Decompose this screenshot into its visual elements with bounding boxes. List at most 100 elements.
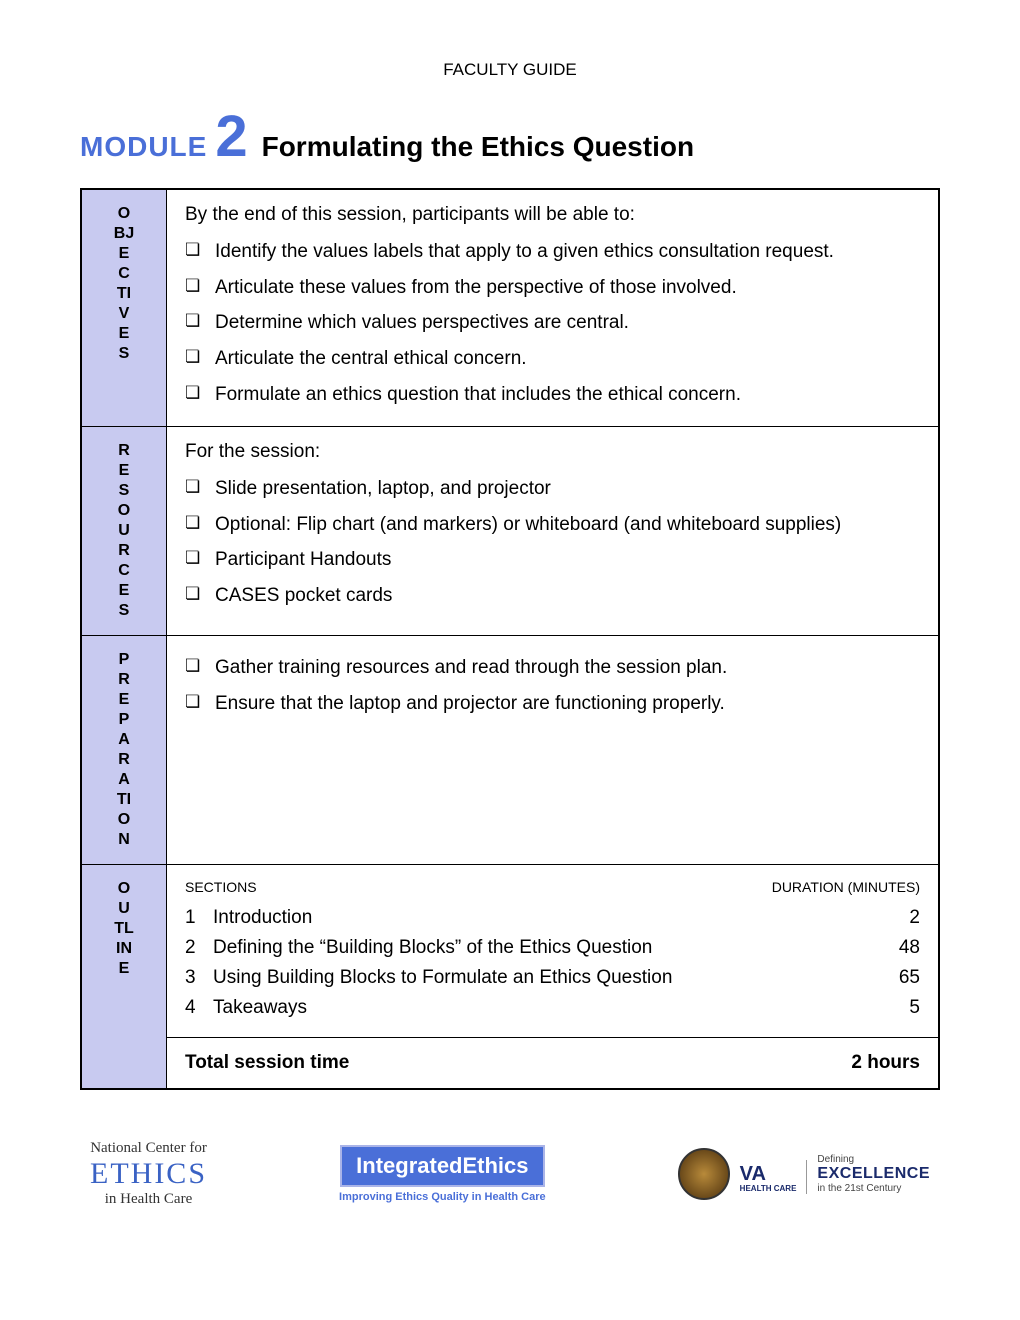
side-letter: E (100, 244, 148, 264)
objectives-intro: By the end of this session, participants… (185, 204, 920, 226)
va-logo: VA HEALTH CARE Defining EXCELLENCE in th… (678, 1148, 930, 1200)
side-letter: TI (100, 284, 148, 304)
outline-num: 4 (185, 997, 213, 1019)
checklist-item: CASES pocket cards (185, 578, 920, 614)
va-healthcare-text: HEALTH CARE (740, 1185, 797, 1194)
outline-num: 1 (185, 907, 213, 929)
objectives-list: Identify the values labels that apply to… (185, 234, 920, 412)
ethics-logo-top: National Center for (90, 1140, 207, 1157)
module-label: MODULE (80, 131, 207, 163)
checklist-item: Determine which values perspectives are … (185, 305, 920, 341)
va-century-text: in the 21st Century (817, 1183, 930, 1194)
outline-label: Defining the “Building Blocks” of the Et… (213, 937, 860, 959)
side-outline: OUTLINE (81, 865, 167, 1090)
outline-row: 4Takeaways5 (185, 993, 920, 1023)
outline-content: SECTIONS DURATION (MINUTES) 1Introductio… (167, 865, 940, 1038)
resources-list: Slide presentation, laptop, and projecto… (185, 471, 920, 614)
side-letter: E (100, 324, 148, 344)
outline-duration: 2 (860, 907, 920, 929)
checklist-item: Participant Handouts (185, 542, 920, 578)
resources-intro: For the session: (185, 441, 920, 463)
side-letter: E (100, 690, 148, 710)
va-divider (806, 1160, 807, 1194)
side-preparation: PREPARATION (81, 636, 167, 865)
integrated-ethics-main: IntegratedEthics (340, 1145, 544, 1187)
side-letter: U (100, 899, 148, 919)
ethics-logo-mid: ETHICS (90, 1157, 207, 1191)
checklist-item: Ensure that the laptop and projector are… (185, 686, 920, 722)
checklist-item: Formulate an ethics question that includ… (185, 377, 920, 413)
va-excellence-text: EXCELLENCE (817, 1165, 930, 1183)
va-text: VA (740, 1163, 797, 1185)
page-header: FACULTY GUIDE (80, 60, 940, 80)
side-letter: A (100, 770, 148, 790)
integrated-ethics-logo: IntegratedEthics Improving Ethics Qualit… (339, 1145, 546, 1203)
side-letter: C (100, 264, 148, 284)
module-number: 2 (215, 108, 247, 166)
side-letter: S (100, 601, 148, 621)
footer-logos: National Center for ETHICS in Health Car… (80, 1140, 940, 1208)
outline-header-duration: DURATION (MINUTES) (772, 879, 920, 895)
outline-header-sections: SECTIONS (185, 879, 257, 895)
side-letter: O (100, 204, 148, 224)
outline-row: 3Using Building Blocks to Formulate an E… (185, 963, 920, 993)
outline-rows: 1Introduction22Defining the “Building Bl… (185, 903, 920, 1023)
outline-num: 2 (185, 937, 213, 959)
total-label: Total session time (185, 1052, 349, 1074)
checklist-item: Articulate the central ethical concern. (185, 341, 920, 377)
side-letter: C (100, 561, 148, 581)
side-letter: R (100, 670, 148, 690)
checklist-item: Identify the values labels that apply to… (185, 234, 920, 270)
side-letter: TL (100, 919, 148, 939)
side-letter: O (100, 810, 148, 830)
preparation-list: Gather training resources and read throu… (185, 650, 920, 721)
ethics-logo: National Center for ETHICS in Health Car… (90, 1140, 207, 1208)
outline-label: Using Building Blocks to Formulate an Et… (213, 967, 860, 989)
va-defining-text: Defining (817, 1154, 930, 1165)
outline-label: Introduction (213, 907, 860, 929)
integrated-ethics-sub: Improving Ethics Quality in Health Care (339, 1191, 546, 1203)
outline-label: Takeaways (213, 997, 860, 1019)
side-letter: P (100, 650, 148, 670)
side-letter: E (100, 461, 148, 481)
module-title: Formulating the Ethics Question (262, 131, 694, 163)
side-letter: V (100, 304, 148, 324)
checklist-item: Articulate these values from the perspec… (185, 270, 920, 306)
va-seal-icon (678, 1148, 730, 1200)
outline-duration: 48 (860, 937, 920, 959)
ethics-logo-bot: in Health Care (105, 1191, 192, 1208)
outline-header: SECTIONS DURATION (MINUTES) (185, 879, 920, 895)
checklist-item: Slide presentation, laptop, and projecto… (185, 471, 920, 507)
total-value: 2 hours (851, 1052, 920, 1074)
side-objectives: OBJECTIVES (81, 189, 167, 427)
module-table: OBJECTIVES By the end of this session, p… (80, 188, 940, 1090)
preparation-content: Gather training resources and read throu… (167, 636, 940, 865)
side-letter: BJ (100, 224, 148, 244)
side-letter: E (100, 959, 148, 979)
side-letter: P (100, 710, 148, 730)
side-letter: S (100, 344, 148, 364)
outline-num: 3 (185, 967, 213, 989)
side-letter: A (100, 730, 148, 750)
module-title-row: MODULE 2 Formulating the Ethics Question (80, 108, 940, 166)
side-letter: TI (100, 790, 148, 810)
side-letter: N (100, 830, 148, 850)
outline-duration: 5 (860, 997, 920, 1019)
side-letter: E (100, 581, 148, 601)
checklist-item: Optional: Flip chart (and markers) or wh… (185, 507, 920, 543)
side-letter: IN (100, 939, 148, 959)
side-letter: U (100, 521, 148, 541)
resources-content: For the session: Slide presentation, lap… (167, 427, 940, 636)
outline-row: 2Defining the “Building Blocks” of the E… (185, 933, 920, 963)
side-letter: S (100, 481, 148, 501)
outline-row: 1Introduction2 (185, 903, 920, 933)
side-letter: O (100, 879, 148, 899)
side-letter: R (100, 441, 148, 461)
outline-duration: 65 (860, 967, 920, 989)
objectives-content: By the end of this session, participants… (167, 189, 940, 427)
side-letter: O (100, 501, 148, 521)
side-resources: RESOURCES (81, 427, 167, 636)
side-letter: R (100, 541, 148, 561)
checklist-item: Gather training resources and read throu… (185, 650, 920, 686)
side-letter: R (100, 750, 148, 770)
